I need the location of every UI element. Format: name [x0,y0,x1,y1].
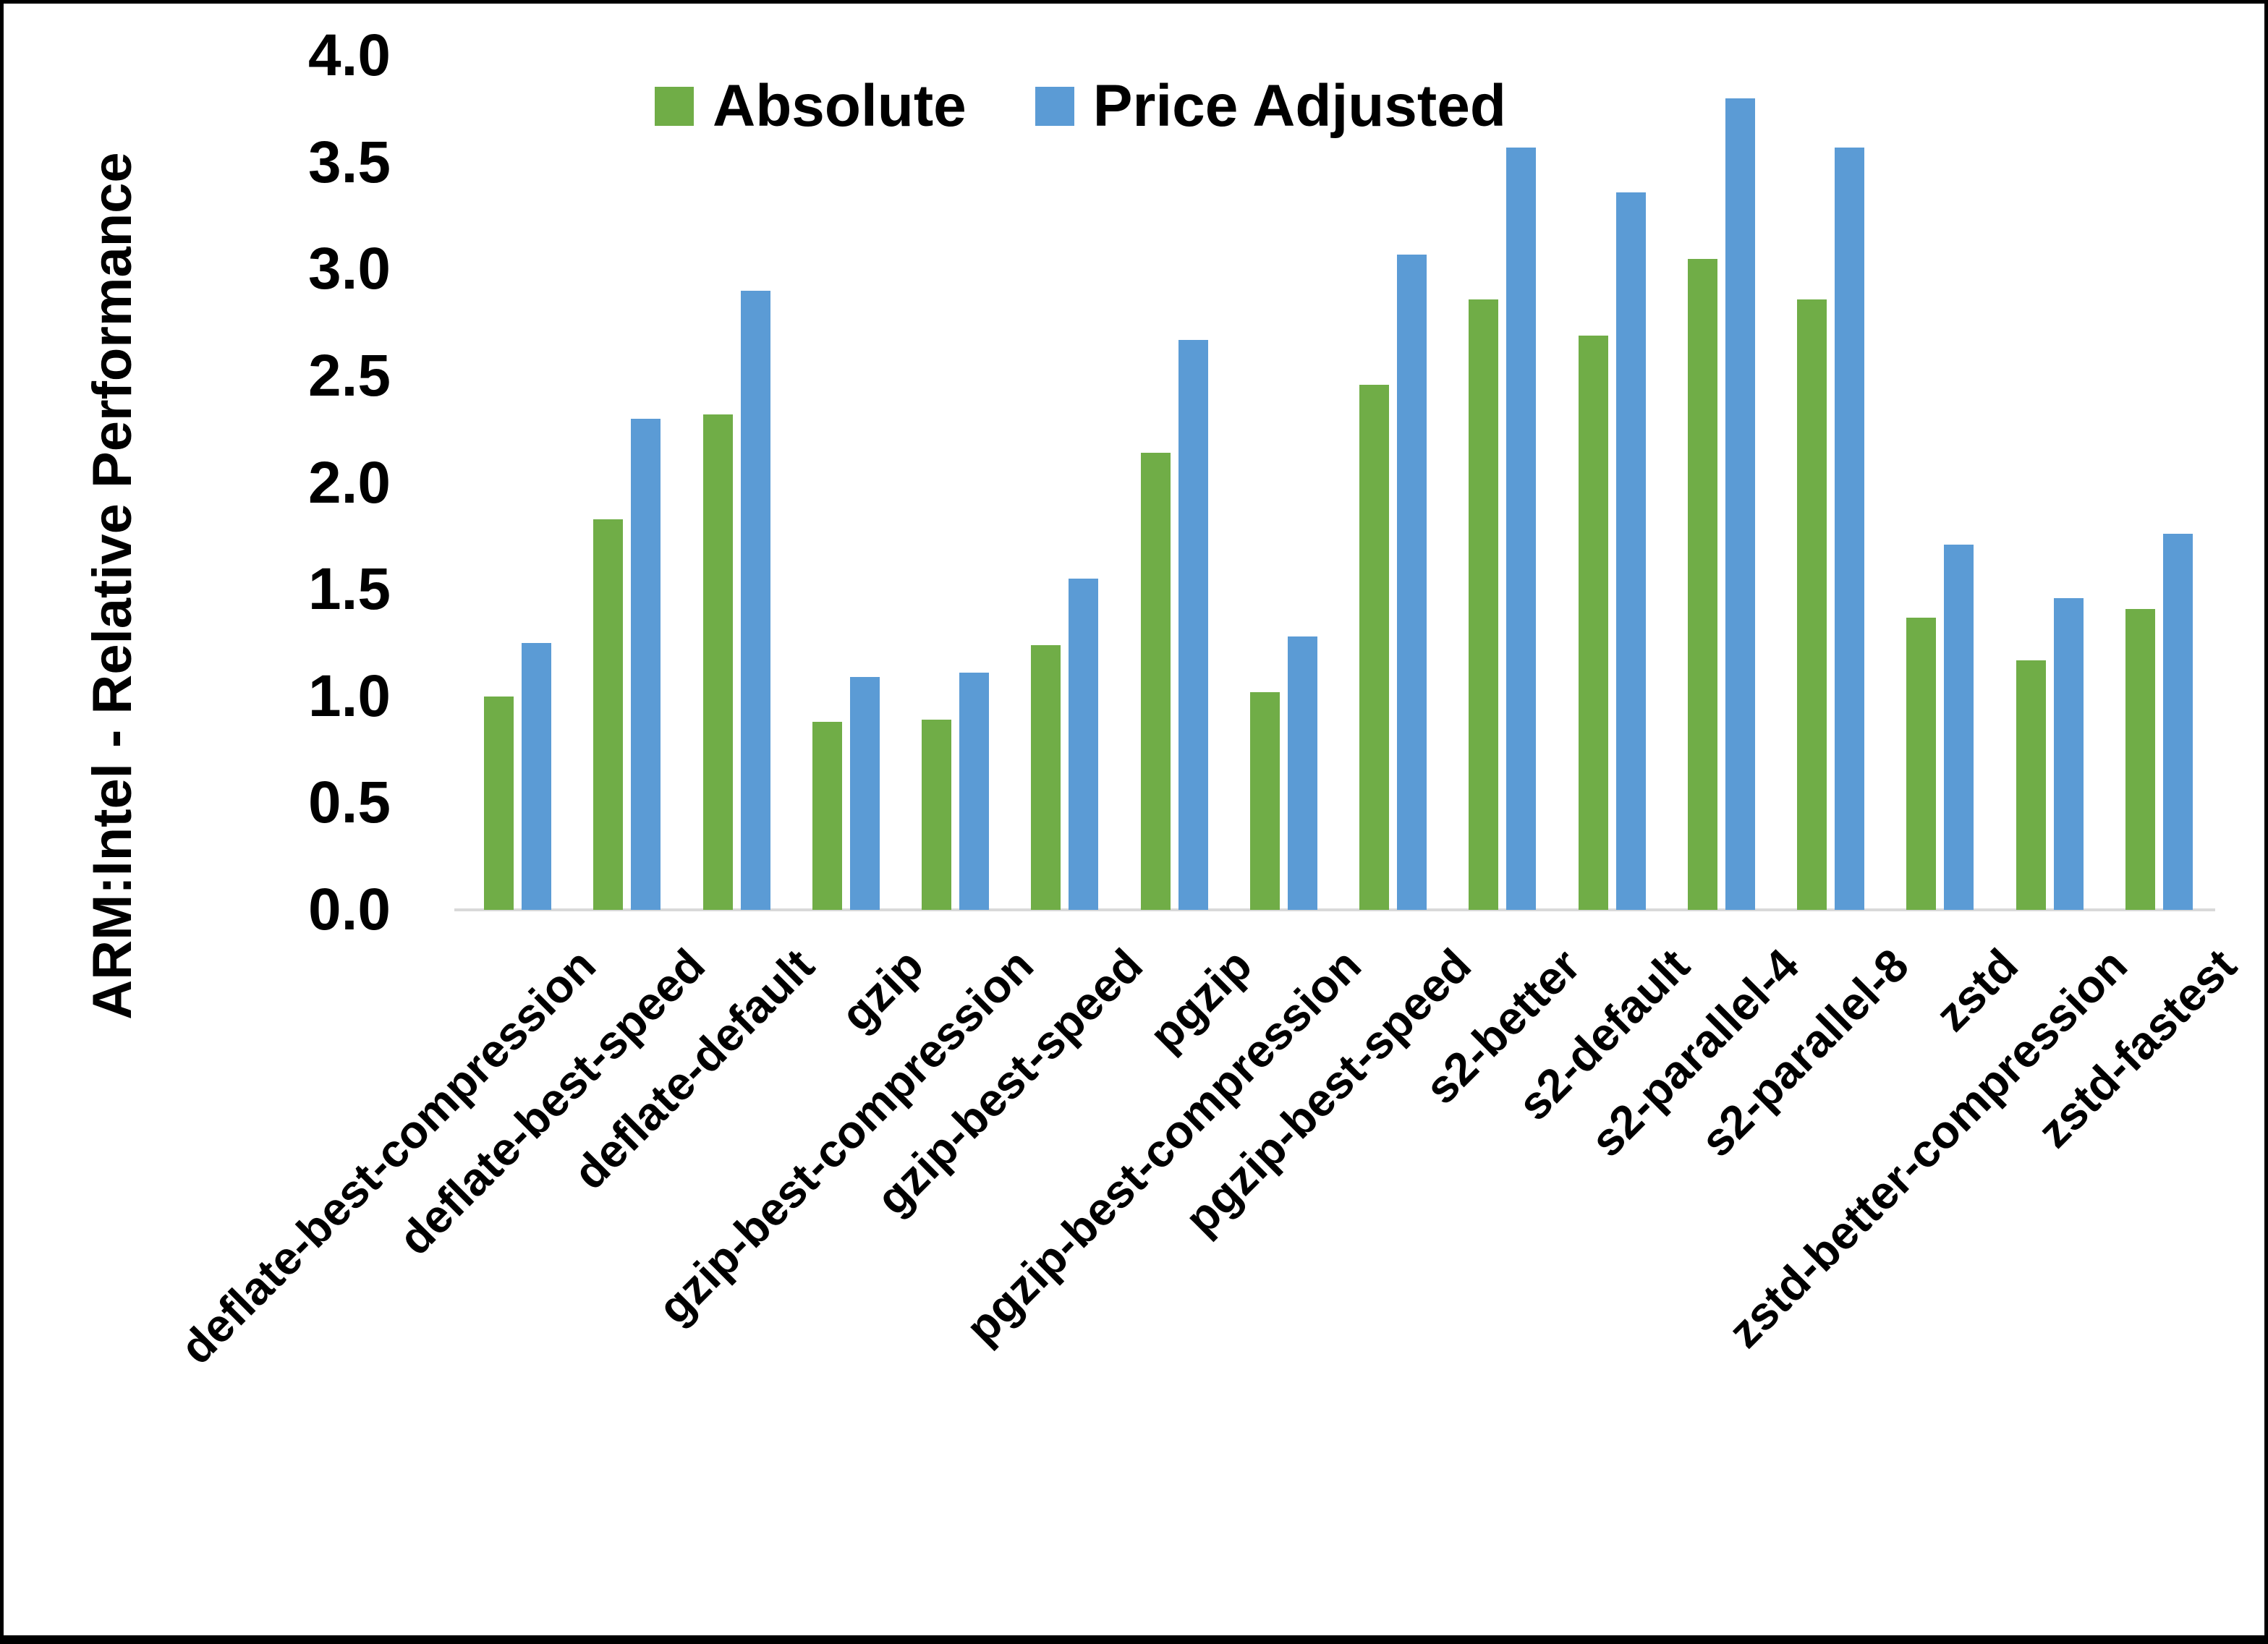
bar-gzip-absolute [812,722,842,910]
legend-item-price-adjusted: Price Adjusted [1035,72,1506,140]
bar-s2-default-price-adjusted [1615,192,1646,910]
y-tick-4.0: 4.0 [308,22,391,88]
legend-item-absolute: Absolute [655,72,967,140]
bar-s2-better-price-adjusted [1506,147,1537,910]
bar-group-deflate-default [682,56,791,910]
bar-group-s2-parallel-8 [1776,56,1885,910]
bar-zstd-fastest-absolute [2125,608,2155,910]
bar-gzip-best-speed-absolute [1031,644,1061,910]
bar-pgzip-best-speed-absolute [1359,384,1390,910]
legend-label-absolute: Absolute [713,73,967,139]
bar-group-pgzip-best-speed [1338,56,1448,910]
bar-gzip-price-adjusted [849,677,880,910]
y-tick-0.0: 0.0 [308,877,391,942]
y-tick-3.0: 3.0 [308,236,391,302]
x-axis-line [454,908,2215,911]
bar-group-gzip-best-speed [1010,56,1119,910]
bar-group-pgzip [1120,56,1229,910]
bar-pgzip-absolute [1140,453,1171,910]
bar-pgzip-best-speed-price-adjusted [1397,254,1427,910]
bar-deflate-default-absolute [702,414,733,910]
frame-border-bottom [0,1635,2268,1644]
bar-deflate-best-compression-absolute [484,696,514,910]
bar-group-gzip [791,56,901,910]
frame-border-right [2264,0,2268,1644]
legend-swatch-absolute [655,87,694,126]
bar-group-deflate-best-speed [572,56,681,910]
legend-swatch-price-adjusted [1035,87,1074,126]
bar-group-zstd-better-compression [1995,56,2105,910]
bar-s2-parallel-4-price-adjusted [1725,98,1755,910]
y-tick-2.0: 2.0 [308,449,391,516]
plot-area [454,56,2215,911]
y-tick-0.5: 0.5 [308,770,391,836]
bar-zstd-better-compression-price-adjusted [2053,597,2084,910]
bar-deflate-best-speed-price-adjusted [631,418,661,910]
y-tick-1.0: 1.0 [308,663,391,729]
bar-pgzip-price-adjusted [1178,339,1208,910]
bar-s2-parallel-8-absolute [1797,299,1827,910]
bar-group-zstd [1885,56,1995,910]
bar-gzip-best-compression-price-adjusted [959,673,990,910]
y-tick-2.5: 2.5 [308,342,391,409]
bar-deflate-best-compression-price-adjusted [522,642,552,910]
x-label-deflate-best-compression: deflate-best-compression [169,939,606,1374]
bar-group-zstd-fastest [2105,56,2214,910]
bar-zstd-price-adjusted [1944,545,1974,910]
bar-pgzip-best-compression-absolute [1249,691,1280,910]
bar-s2-better-absolute [1469,299,1499,910]
bar-deflate-default-price-adjusted [740,290,770,910]
bar-pgzip-best-compression-price-adjusted [1287,636,1317,910]
bar-group-deflate-best-compression [463,56,572,910]
bar-s2-default-absolute [1578,335,1608,910]
frame-border-top [0,0,2268,4]
bar-group-s2-parallel-4 [1667,56,1776,910]
bar-gzip-best-compression-absolute [922,720,952,910]
y-tick-3.5: 3.5 [308,129,391,195]
legend-label-price-adjusted: Price Adjusted [1092,73,1506,139]
bar-group-pgzip-best-compression [1229,56,1338,910]
y-tick-1.5: 1.5 [308,556,391,623]
bar-s2-parallel-4-absolute [1687,258,1717,910]
bar-zstd-absolute [1906,617,1937,910]
bar-deflate-best-speed-absolute [593,519,624,910]
bar-zstd-better-compression-absolute [2016,660,2046,910]
bar-gzip-best-speed-price-adjusted [1069,579,1099,910]
bar-group-gzip-best-compression [901,56,1010,910]
bar-group-s2-default [1558,56,1667,910]
frame-border-left [0,0,4,1644]
bar-s2-parallel-8-price-adjusted [1835,147,1865,910]
bar-zstd-fastest-price-adjusted [2162,534,2193,910]
legend: Absolute Price Adjusted [655,72,1506,140]
bar-group-s2-better [1448,56,1557,910]
y-axis-title: ARM:Intel - Relative Performance [81,152,143,1020]
